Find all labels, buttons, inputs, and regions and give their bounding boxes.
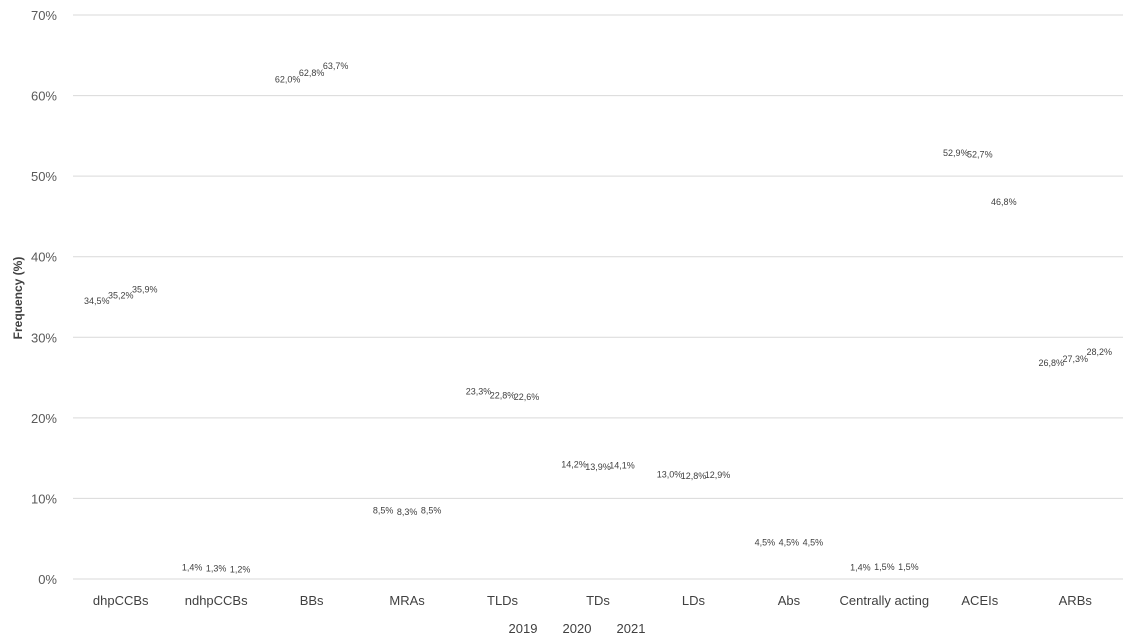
x-axis-categories: dhpCCBs ndhpCCBs BBs MRAs TLDs TDs LDs Abs Centr…	[93, 593, 1092, 608]
legend-entry: 2020	[563, 621, 592, 636]
y-axis-title: Frequency (%)	[11, 257, 25, 340]
y-tick-label: 0%	[38, 572, 57, 587]
data-label: 13,9%	[585, 462, 611, 472]
category-label: TDs	[586, 593, 610, 608]
data-label: 14,2%	[561, 460, 587, 470]
y-tick-label: 40%	[31, 250, 57, 265]
category-label: MRAs	[389, 593, 425, 608]
data-label: 1,3%	[206, 564, 227, 574]
y-tick-label: 30%	[31, 330, 57, 345]
data-label: 8,3%	[397, 507, 418, 517]
y-tick-label: 10%	[31, 491, 57, 506]
data-label: 46,8%	[991, 197, 1017, 207]
data-label: 22,6%	[514, 392, 540, 402]
y-tick-label: 50%	[31, 169, 57, 184]
category-label: ACEIs	[961, 593, 998, 608]
data-label: 4,5%	[779, 538, 800, 548]
data-label: 35,2%	[108, 290, 134, 300]
data-label: 8,5%	[373, 506, 394, 516]
y-tick-label: 60%	[31, 89, 57, 104]
gridlines	[73, 14, 1123, 580]
y-axis-ticks: 0% 10% 20% 30% 40% 50% 60% 70%	[31, 8, 57, 587]
data-label: 1,4%	[850, 563, 871, 573]
data-label: 62,8%	[299, 68, 325, 78]
data-labels: 34,5% 1,4% 62,0% 8,5% 23,3% 14,2% 13,0% 4,5% 1,4…	[84, 61, 1112, 575]
data-label: 12,9%	[705, 470, 731, 480]
data-label: 8,5%	[421, 506, 442, 516]
data-label: 23,3%	[466, 386, 492, 396]
category-label: Centrally acting	[840, 593, 930, 608]
category-label: TLDs	[487, 593, 519, 608]
data-label: 27,3%	[1063, 354, 1089, 364]
data-label: 4,5%	[803, 538, 824, 548]
data-label: 4,5%	[755, 538, 776, 548]
y-tick-label: 20%	[31, 411, 57, 426]
category-label: dhpCCBs	[93, 593, 149, 608]
data-label: 26,8%	[1039, 358, 1065, 368]
data-label: 35,9%	[132, 285, 158, 295]
data-label: 13,0%	[657, 469, 683, 479]
legend-entry: 2021	[617, 621, 646, 636]
legend-entry: 2019	[509, 621, 538, 636]
data-label: 1,4%	[182, 563, 203, 573]
category-label: Abs	[778, 593, 801, 608]
data-label: 34,5%	[84, 296, 110, 306]
data-label: 12,8%	[681, 471, 707, 481]
data-label: 1,5%	[898, 562, 919, 572]
data-label: 1,5%	[874, 562, 895, 572]
legend: 2019 2020 2021	[509, 621, 646, 636]
data-label: 14,1%	[609, 460, 635, 470]
category-label: ARBs	[1059, 593, 1093, 608]
data-label: 1,2%	[230, 564, 251, 574]
y-tick-label: 70%	[31, 8, 57, 23]
category-label: ndhpCCBs	[185, 593, 248, 608]
data-label: 22,8%	[490, 390, 516, 400]
category-label: LDs	[682, 593, 706, 608]
data-label: 52,9%	[943, 148, 969, 158]
data-label: 63,7%	[323, 61, 349, 71]
data-label: 62,0%	[275, 74, 301, 84]
data-label: 52,7%	[967, 149, 993, 159]
category-label: BBs	[300, 593, 324, 608]
data-label: 28,2%	[1087, 347, 1113, 357]
